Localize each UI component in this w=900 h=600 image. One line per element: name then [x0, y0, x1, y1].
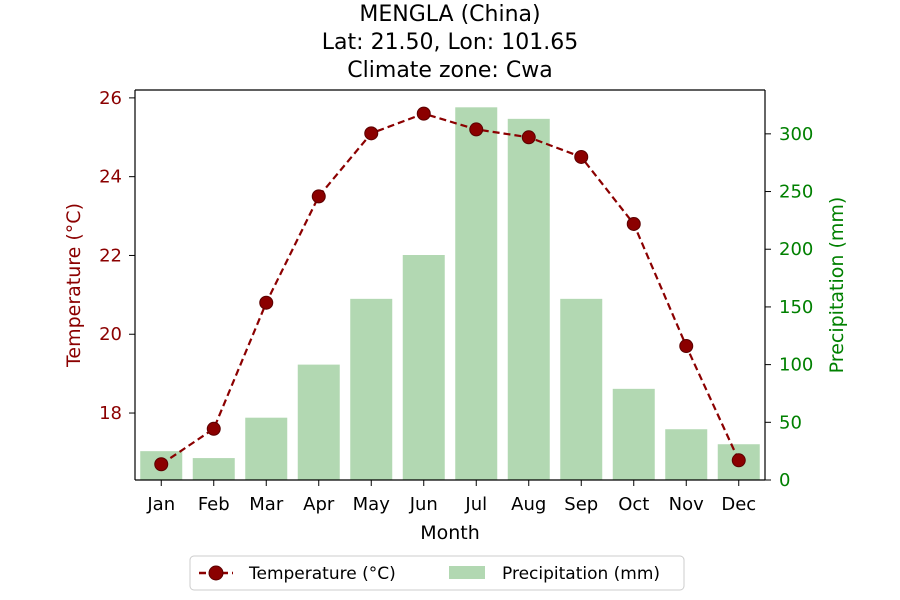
y-left-tick-label-24: 24: [99, 167, 122, 188]
x-tick-label-nov: Nov: [669, 494, 704, 515]
precip-bar-nov: [665, 429, 708, 480]
precip-bar-sep: [560, 298, 603, 480]
x-tick-label-apr: Apr: [303, 494, 335, 515]
legend-precipitation-swatch: [449, 566, 485, 579]
temp-point-sep: [574, 149, 589, 164]
precip-bar-mar: [245, 417, 288, 480]
y-axis-right-label: Precipitation (mm): [826, 197, 848, 374]
legend: Temperature (°C) Precipitation (mm): [189, 555, 685, 591]
precip-bar-jul: [455, 107, 498, 481]
axes: Jan Feb Mar Apr May Jun Jul Aug Sep Oct Nov Dec 18 20…: [99, 88, 813, 515]
x-tick-label-feb: Feb: [198, 494, 230, 515]
y-axis-left-label: Temperature (°C): [63, 203, 85, 368]
temp-point-may: [364, 126, 379, 141]
legend-temperature-label: Temperature (°C): [248, 564, 396, 584]
x-tick-label-jan: Jan: [146, 494, 175, 515]
precip-bar-oct: [612, 388, 655, 480]
chart-title: MENGLA (China) Lat: 21.50, Lon: 101.65 C…: [322, 2, 578, 83]
temp-point-jun: [416, 106, 431, 121]
y-right-tick-label-100: 100: [779, 355, 813, 376]
temp-point-jan: [154, 457, 169, 472]
x-tick-label-aug: Aug: [511, 494, 546, 515]
precip-bar-feb: [192, 458, 235, 480]
temp-point-jul: [469, 122, 484, 137]
temperature-series-line: [160, 112, 740, 466]
x-tick-label-jul: Jul: [464, 494, 487, 515]
y-right-tick-label-150: 150: [779, 297, 813, 318]
y-right-tick-label-0: 0: [779, 470, 790, 491]
x-tick-label-dec: Dec: [721, 494, 756, 515]
legend-frame: [189, 555, 685, 591]
y-left-tick-label-26: 26: [99, 88, 122, 109]
title-line-1: MENGLA (China): [359, 2, 540, 27]
x-tick-label-jun: Jun: [409, 494, 438, 515]
precip-bar-jun: [402, 255, 445, 480]
temp-point-nov: [679, 339, 694, 354]
x-tick-label-sep: Sep: [564, 494, 598, 515]
temperature-line: [154, 106, 746, 472]
temp-point-feb: [206, 421, 221, 436]
y-right-tick-label-250: 250: [779, 182, 813, 203]
y-right-tick-label-200: 200: [779, 239, 813, 260]
x-tick-label-mar: Mar: [249, 494, 284, 515]
y-left-tick-label-18: 18: [99, 403, 122, 424]
temp-point-apr: [311, 189, 326, 204]
precipitation-bars: [140, 107, 760, 481]
temp-point-aug: [521, 130, 536, 145]
temp-point-dec: [731, 453, 746, 468]
precip-bar-may: [350, 298, 393, 480]
y-left-tick-label-22: 22: [99, 245, 122, 266]
x-tick-label-oct: Oct: [618, 494, 649, 515]
title-line-2: Lat: 21.50, Lon: 101.65: [322, 30, 578, 55]
temp-point-oct: [626, 216, 641, 231]
y-right-tick-label-300: 300: [779, 124, 813, 145]
legend-precipitation-label: Precipitation (mm): [502, 564, 660, 584]
precip-bar-apr: [297, 364, 340, 480]
temp-point-mar: [259, 295, 274, 310]
y-right-tick-label-50: 50: [779, 412, 802, 433]
legend-temperature-marker: [208, 565, 224, 581]
y-left-tick-label-20: 20: [99, 324, 122, 345]
precip-bar-aug: [507, 118, 550, 480]
title-line-3: Climate zone: Cwa: [347, 58, 552, 83]
x-tick-label-may: May: [353, 494, 391, 515]
x-axis-label: Month: [420, 522, 480, 544]
